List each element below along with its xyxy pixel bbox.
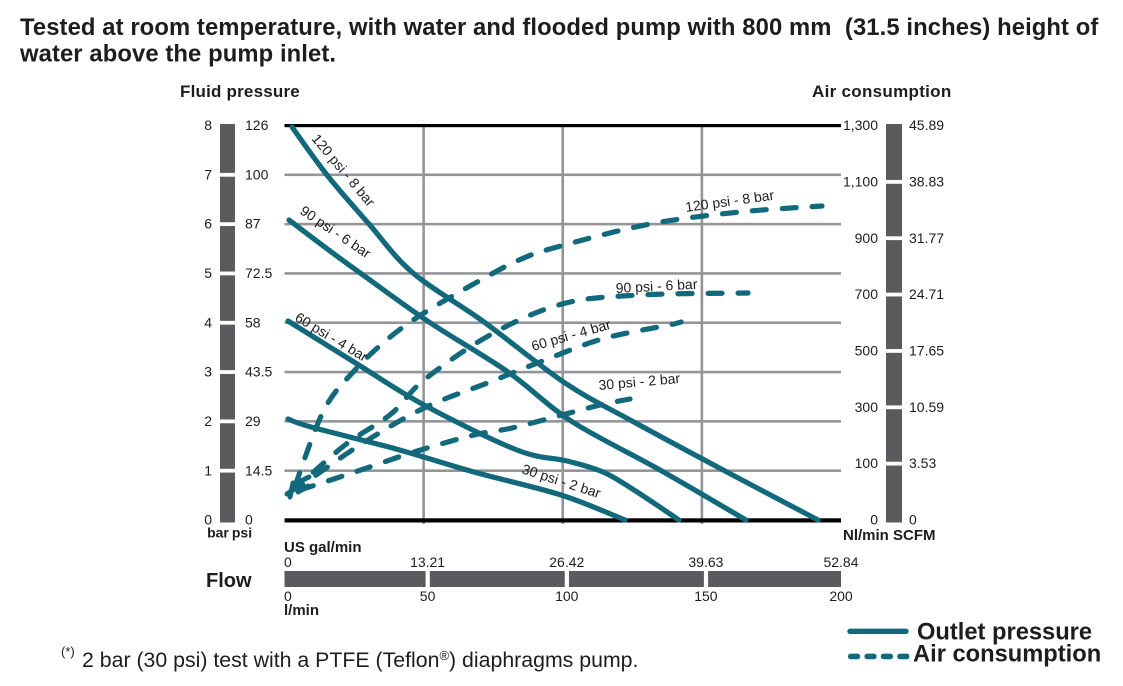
svg-text:water above the pump inlet.: water above the pump inlet. xyxy=(19,41,336,68)
svg-text:90 psi - 6 bar: 90 psi - 6 bar xyxy=(615,276,698,296)
svg-text:900: 900 xyxy=(855,230,879,246)
svg-text:3: 3 xyxy=(204,364,212,380)
svg-text:700: 700 xyxy=(855,286,879,302)
svg-text:30 psi - 2 bar: 30 psi - 2 bar xyxy=(598,370,681,393)
svg-text:126: 126 xyxy=(245,117,269,133)
svg-text:14.5: 14.5 xyxy=(245,462,272,478)
svg-text:Air consumption: Air consumption xyxy=(913,642,1101,668)
svg-text:52.84: 52.84 xyxy=(823,554,858,570)
svg-text:13.21: 13.21 xyxy=(410,554,445,570)
svg-text:45.89: 45.89 xyxy=(909,117,944,133)
svg-text:26.42: 26.42 xyxy=(549,554,584,570)
svg-text:100: 100 xyxy=(245,166,269,182)
svg-text:100: 100 xyxy=(555,588,579,604)
svg-text:39.63: 39.63 xyxy=(688,554,723,570)
svg-text:87: 87 xyxy=(245,216,261,232)
svg-text:1,100: 1,100 xyxy=(843,174,878,190)
svg-text:0: 0 xyxy=(204,512,212,528)
svg-text:psi: psi xyxy=(232,525,252,541)
svg-text:17.65: 17.65 xyxy=(909,343,944,359)
svg-text:Tested at room temperature, wi: Tested at room temperature, with water a… xyxy=(20,14,1098,41)
svg-text:8: 8 xyxy=(204,117,212,133)
svg-text:(*): (*) xyxy=(61,644,75,659)
svg-text:7: 7 xyxy=(204,166,212,182)
svg-text:Air consumption: Air consumption xyxy=(812,82,952,101)
svg-text:Fluid pressure: Fluid pressure xyxy=(180,82,300,101)
svg-text:1,300: 1,300 xyxy=(843,117,878,133)
svg-text:58: 58 xyxy=(245,314,261,330)
svg-text:US gal/min: US gal/min xyxy=(284,539,362,556)
svg-text:24.71: 24.71 xyxy=(909,286,944,302)
svg-text:29: 29 xyxy=(245,413,261,429)
svg-text:2 bar (30 psi) test with a PTF: 2 bar (30 psi) test with a PTFE (Teflon®… xyxy=(82,648,638,673)
svg-text:0: 0 xyxy=(909,512,917,528)
svg-text:200: 200 xyxy=(829,588,853,604)
svg-text:10.59: 10.59 xyxy=(909,399,944,415)
svg-text:31.77: 31.77 xyxy=(909,230,944,246)
svg-text:1: 1 xyxy=(204,462,212,478)
svg-text:150: 150 xyxy=(694,588,718,604)
svg-text:Outlet pressure: Outlet pressure xyxy=(917,620,1092,646)
svg-text:0: 0 xyxy=(284,554,292,570)
svg-text:0: 0 xyxy=(870,512,878,528)
svg-text:bar: bar xyxy=(207,525,229,541)
svg-text:0: 0 xyxy=(284,588,292,604)
svg-text:38.83: 38.83 xyxy=(909,174,944,190)
svg-text:6: 6 xyxy=(204,216,212,232)
svg-text:5: 5 xyxy=(204,265,212,281)
svg-text:500: 500 xyxy=(855,343,879,359)
svg-text:Flow: Flow xyxy=(206,570,252,592)
svg-text:100: 100 xyxy=(855,455,879,471)
svg-text:0: 0 xyxy=(245,512,253,528)
svg-text:2: 2 xyxy=(204,413,212,429)
svg-text:l/min: l/min xyxy=(284,602,319,619)
svg-text:300: 300 xyxy=(855,399,879,415)
svg-text:3.53: 3.53 xyxy=(909,455,936,471)
svg-text:50: 50 xyxy=(420,588,436,604)
svg-text:Nl/min SCFM: Nl/min SCFM xyxy=(843,527,936,544)
svg-text:43.5: 43.5 xyxy=(245,364,272,380)
svg-text:72.5: 72.5 xyxy=(245,265,272,281)
svg-text:4: 4 xyxy=(204,314,212,330)
